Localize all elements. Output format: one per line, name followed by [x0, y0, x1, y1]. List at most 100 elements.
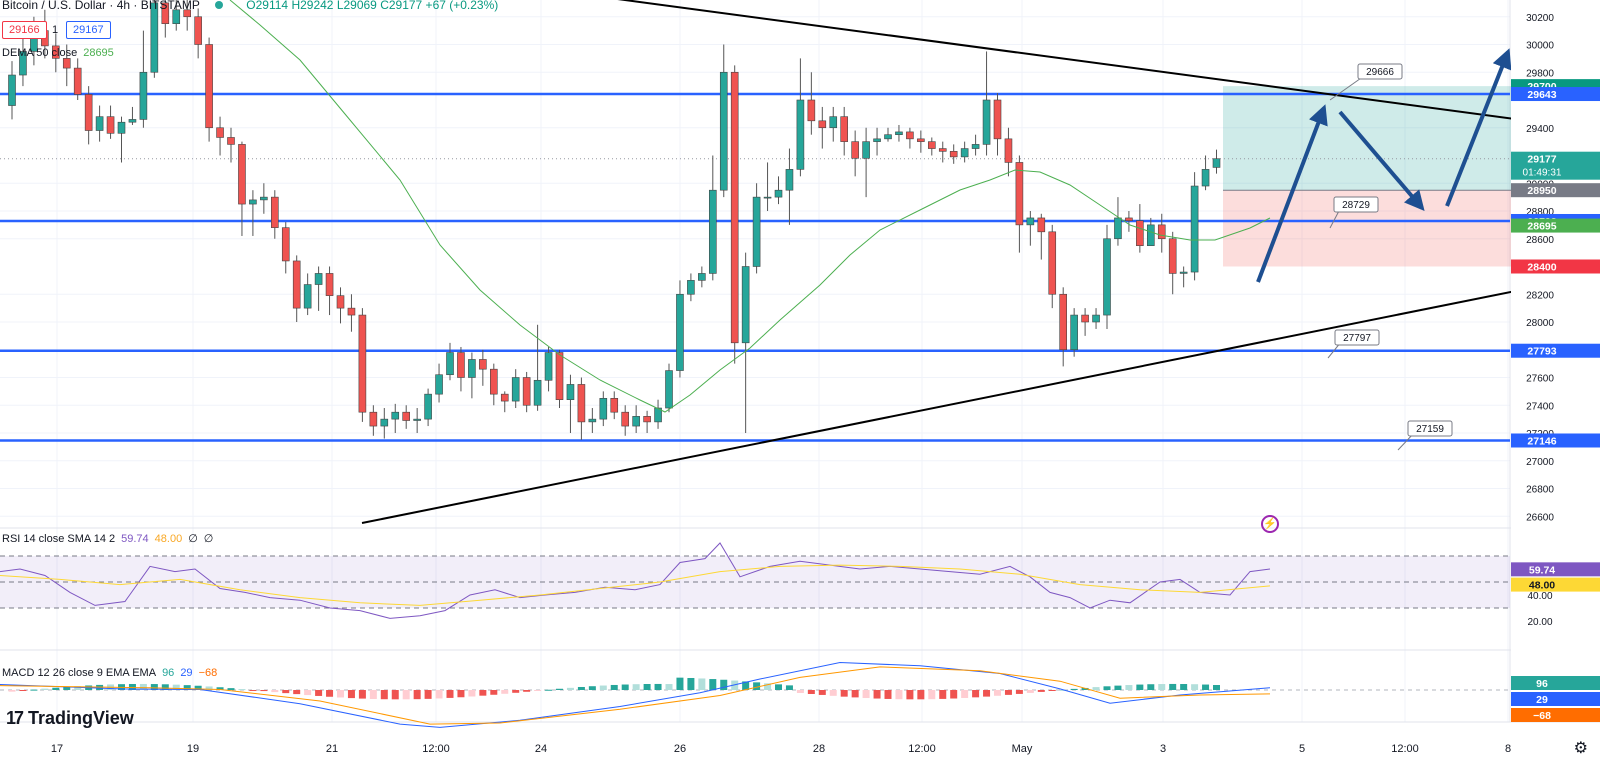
macd-axis-label-text: 29 — [1536, 694, 1548, 706]
candle-87 — [960, 141, 969, 163]
macd-bar-53 — [588, 686, 596, 690]
price-label-entry: 28950 — [1511, 183, 1600, 198]
candle-67 — [741, 252, 750, 433]
forecast-arrow-1 — [1338, 110, 1425, 212]
macd-bar-21 — [238, 689, 246, 691]
candle-body — [511, 377, 520, 402]
macd-bar-85 — [939, 690, 947, 699]
candle-body — [785, 169, 794, 191]
macd-bar-82 — [906, 690, 914, 700]
macd-axis-label-0: 96 — [1511, 676, 1600, 690]
price-axis[interactable]: 3020030000298002940029000288002860028200… — [1511, 0, 1600, 725]
buy-button[interactable]: 29167 — [66, 21, 111, 39]
macd-bar-55 — [610, 684, 618, 690]
macd-bar-95 — [1048, 690, 1056, 691]
macd-bar-30 — [337, 690, 344, 698]
symbol-title[interactable]: Bitcoin / U.S. Dollar · 4h · BITSTAMP — [2, 0, 200, 12]
candle-body — [161, 2, 170, 24]
candle-body — [51, 45, 60, 59]
triangle-trendlines[interactable] — [361, 0, 1600, 524]
macd-bar-106 — [1169, 683, 1177, 690]
macd-bar-11 — [128, 683, 136, 690]
candle-70 — [774, 176, 783, 205]
candle-73 — [807, 72, 816, 135]
candle-body — [687, 280, 695, 295]
candle-body — [610, 398, 619, 413]
price-tick-12: 27000 — [1526, 457, 1554, 468]
candle-body — [533, 379, 542, 406]
candle-body — [479, 359, 487, 370]
tradingview-logo-text: TradingView — [28, 708, 134, 728]
candle-body — [139, 71, 148, 120]
forecast-arrows[interactable] — [1256, 48, 1512, 283]
candle-78 — [862, 127, 870, 198]
candle-body — [1212, 158, 1221, 168]
candle-91 — [1004, 127, 1013, 177]
candle-body — [1168, 238, 1177, 274]
candle-body — [1136, 220, 1144, 246]
gear-icon[interactable]: ⚙ — [1573, 740, 1588, 757]
rsi-axis-label-bg — [1511, 562, 1600, 577]
price-label-text: 27146 — [1527, 435, 1556, 447]
macd-bar-79 — [873, 690, 881, 699]
candle-14 — [161, 0, 170, 38]
candle-79 — [873, 127, 881, 156]
macd-bar-73 — [807, 690, 815, 694]
time-axis[interactable]: 17 19 21 12:00 24 26 28 12:00 May 3 5 12:00 8 — [51, 743, 1511, 755]
price-label-level: 27146 — [1511, 433, 1600, 448]
quantity-field[interactable]: 1 — [52, 24, 59, 36]
macd-bar-75 — [829, 690, 837, 696]
sell-button[interactable]: 29166 — [2, 21, 47, 39]
macd-bar-44 — [490, 690, 498, 695]
macd-bar-4 — [52, 687, 60, 690]
macd-axis-label-bg — [1511, 708, 1600, 722]
candle-47 — [522, 371, 531, 413]
macd-bar-72 — [796, 690, 804, 693]
candle-98 — [1081, 308, 1089, 336]
macd-bar-24 — [271, 690, 279, 693]
candle-52 — [577, 377, 586, 440]
candle-31 — [347, 294, 356, 332]
candle-body — [1004, 138, 1013, 163]
candle-11 — [128, 106, 137, 125]
candle-88 — [971, 134, 980, 156]
macd-bar-98 — [1081, 687, 1089, 690]
macd-bar-40 — [446, 690, 454, 698]
level-callouts[interactable]: 29666 28729 27797 27159 — [1327, 63, 1453, 451]
rsi-line — [0, 542, 1271, 619]
tradingview-logo[interactable]: 17 TradingView — [6, 708, 134, 729]
flash-icon[interactable]: ⚡ — [1261, 515, 1279, 533]
macd-bar-47 — [523, 690, 531, 692]
candle-body — [314, 273, 323, 285]
candle-body — [325, 273, 334, 296]
candle-body — [917, 138, 925, 142]
candle-57 — [632, 405, 640, 433]
candle-45 — [500, 391, 509, 413]
forecast-arrow-0 — [1256, 104, 1328, 283]
candle-109 — [1201, 155, 1210, 191]
dema-legend[interactable]: DEMA 50 close 28695 — [2, 47, 114, 59]
candle-body — [741, 266, 750, 344]
candle-body — [1179, 271, 1188, 274]
time-tick-9: 3 — [1160, 743, 1166, 755]
macd-bar-19 — [216, 687, 224, 690]
macd-axis-label-bg — [1511, 676, 1600, 690]
macd-bar-71 — [785, 685, 793, 690]
macd-bar-13 — [150, 684, 158, 690]
rsi-legend[interactable]: RSI 14 close SMA 14 2 59.74 48.00 ∅ ∅ — [2, 532, 213, 545]
candle-body — [95, 116, 104, 131]
support-resistance-levels[interactable] — [0, 92, 1510, 442]
macd-legend[interactable]: MACD 12 26 close 9 EMA EMA 96 29 −68 — [2, 667, 217, 679]
candle-37 — [413, 408, 421, 433]
callout-27159: 27159 — [1397, 420, 1453, 451]
candle-49 — [544, 346, 553, 392]
macd-bar-109 — [1202, 684, 1210, 690]
long-position-tool[interactable] — [1223, 86, 1530, 267]
candle-48 — [533, 324, 542, 411]
tradingview-logo-icon: 17 — [6, 708, 24, 728]
macd-bar-27 — [304, 690, 312, 696]
candle-body — [796, 99, 805, 170]
candle-51 — [566, 374, 575, 433]
price-tick-0: 30200 — [1526, 13, 1554, 24]
